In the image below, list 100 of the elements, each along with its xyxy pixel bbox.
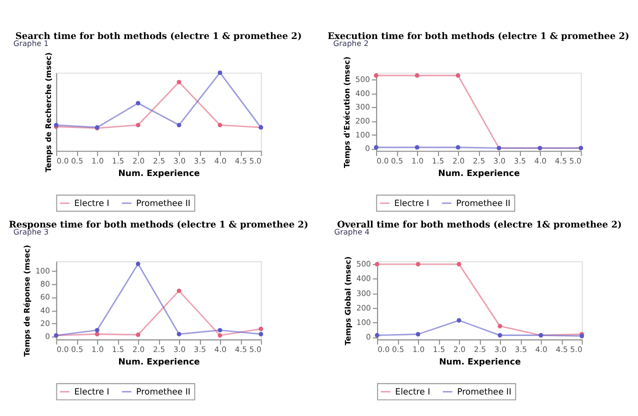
x-tick-label: 1.5: [432, 345, 446, 354]
x-tick-label: 1.0: [412, 156, 424, 166]
x-tick-label: 2.0: [452, 156, 465, 166]
x-tick-label: 0.5: [71, 345, 84, 354]
y-tick-label: 20: [40, 318, 50, 328]
x-tick-label: 5.0: [570, 345, 582, 354]
x-tick-label: 4.5: [234, 345, 248, 354]
x-tick-label: 0.5: [391, 156, 404, 166]
x-tick-label: 2.5: [472, 156, 486, 166]
x-tick-label: 3.5: [194, 156, 206, 166]
point: [218, 328, 222, 332]
x-tick-label: 0.0: [56, 156, 69, 166]
point: [456, 318, 462, 323]
x-tick-label: 1.5: [112, 345, 124, 354]
x-tick-label: 2.0: [132, 156, 145, 166]
legend-label: Promethee II: [456, 199, 510, 210]
point: [498, 333, 502, 338]
x-tick-label: 4.0: [535, 345, 548, 354]
point: [374, 262, 380, 266]
x-axis-title: Num. Experience: [439, 358, 521, 368]
x-tick-label: 2.0: [132, 345, 145, 354]
point: [258, 326, 264, 332]
y-tick-label: 100: [356, 318, 372, 327]
legend-label: Promethee II: [136, 388, 190, 398]
y-tick-label: 200: [356, 303, 372, 312]
x-axis-title: Num. Experience: [118, 358, 200, 368]
x-tick-label: 0.5: [392, 345, 404, 354]
y-tick-label: 300: [355, 102, 370, 112]
x-tick-label: 1.5: [432, 156, 444, 166]
point: [374, 333, 380, 338]
y-tick-label: 100: [35, 266, 50, 276]
x-tick-label: 3.5: [514, 156, 526, 166]
point: [94, 332, 100, 336]
text: Graphe 1: [13, 39, 49, 48]
point: [136, 122, 140, 128]
x-tick-label: 1.0: [412, 345, 425, 354]
x-tick-label: 0.0: [378, 345, 390, 354]
x-tick-label: 2.5: [152, 345, 166, 354]
point: [218, 122, 222, 128]
point: [218, 333, 222, 338]
point: [258, 332, 264, 336]
x-axis-title: Num. Experience: [438, 169, 520, 180]
x-tick-label: 0.5: [71, 156, 84, 166]
x-tick-label: 3.0: [173, 156, 186, 166]
point: [136, 100, 140, 106]
point: [456, 262, 462, 266]
point: [136, 332, 140, 337]
point: [498, 324, 502, 328]
point: [374, 73, 378, 78]
x-tick-label: 3.5: [514, 345, 528, 354]
legend-label: Electre I: [74, 388, 110, 398]
point: [136, 262, 140, 266]
y-tick-label: 400: [355, 88, 370, 98]
x-tick-label: 1.0: [92, 345, 104, 354]
y-axis-title: Temps de Réponse (msec): [22, 244, 32, 357]
point: [176, 80, 182, 84]
y-tick-label: 500: [356, 260, 372, 269]
x-tick-label: 0.0: [56, 345, 69, 354]
y-tick-label: 0: [45, 332, 50, 342]
x-tick-label: 2.0: [453, 345, 466, 354]
x-tick-label: 2.5: [152, 156, 166, 166]
x-tick-label: 2.5: [474, 345, 486, 354]
point: [176, 288, 182, 294]
legend-label: Electre I: [395, 388, 430, 398]
x-axis-title: Num. Experience: [118, 169, 200, 180]
point: [176, 122, 182, 128]
y-tick-label: 400: [356, 274, 372, 284]
x-tick-label: 4.5: [554, 156, 568, 166]
x-tick-label: 4.5: [234, 156, 248, 166]
text: Graphe 3: [13, 228, 49, 237]
y-axis-title: Temps de Recherche (msec): [44, 52, 53, 172]
x-tick-label: 3.0: [493, 156, 506, 166]
legend-label: Electre I: [74, 199, 110, 210]
y-tick-label: 200: [355, 116, 370, 126]
x-tick-label: 3.0: [494, 345, 507, 354]
x-tick-label: 5.0: [249, 156, 262, 166]
text: Graphe 4: [334, 228, 370, 237]
x-tick-label: 4.5: [556, 345, 568, 354]
x-tick-label: 1.5: [112, 156, 124, 166]
y-tick-label: 60: [40, 292, 50, 302]
point: [374, 145, 378, 150]
y-tick-label: 80: [40, 280, 50, 289]
legend-label: Electre I: [394, 199, 430, 210]
y-tick-label: 300: [356, 288, 372, 298]
point: [176, 332, 182, 336]
point: [218, 70, 222, 75]
y-tick-label: 0: [365, 144, 370, 154]
y-tick-label: 0: [366, 332, 372, 342]
x-tick-label: 3.5: [194, 345, 206, 354]
point: [94, 328, 100, 332]
x-tick-label: 5.0: [249, 345, 262, 354]
point: [414, 145, 420, 150]
point: [456, 73, 460, 78]
point: [456, 145, 460, 150]
y-axis-title: Temps d'Exécution (msec): [342, 56, 352, 168]
point: [416, 262, 420, 266]
text: Graphe 2: [333, 39, 369, 48]
y-tick-label: 40: [40, 306, 50, 315]
y-axis-title: Temps Global (msec): [344, 256, 353, 346]
legend-label: Promethee II: [136, 199, 190, 210]
